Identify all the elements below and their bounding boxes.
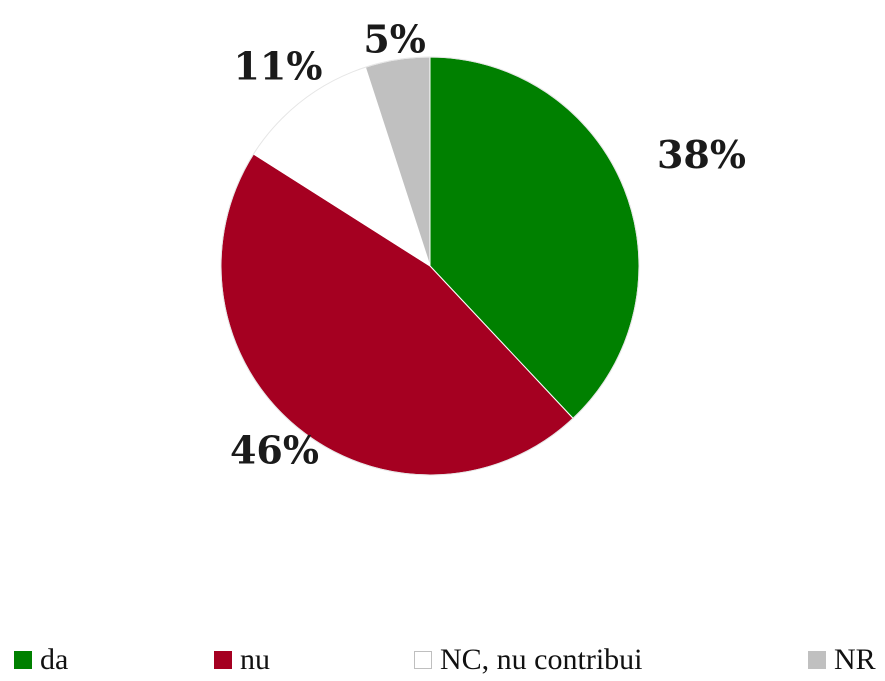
legend-item-nc: NC, nu contribui (414, 640, 643, 680)
data-label-nr: 5% (363, 16, 426, 61)
legend: da nu NC, nu contribui NR (0, 640, 885, 680)
pie-outline (220, 56, 640, 476)
legend-item-nu: nu (214, 640, 270, 680)
legend-item-nr: NR (808, 640, 876, 680)
legend-swatch-nr (808, 651, 826, 669)
legend-label-nu: nu (240, 643, 270, 676)
data-label-da: 38% (657, 132, 746, 177)
pie-slices (220, 56, 640, 476)
legend-swatch-da (14, 651, 32, 669)
legend-label-nc: NC, nu contribui (440, 643, 643, 676)
data-label-nc: 11% (233, 44, 322, 89)
legend-swatch-nu (214, 651, 232, 669)
legend-label-nr: NR (834, 643, 876, 676)
pie-data-labels: 38% 46% 11% 5% (230, 16, 746, 472)
legend-item-da: da (14, 640, 68, 680)
data-label-nu: 46% (230, 428, 319, 473)
legend-swatch-nc (414, 651, 432, 669)
legend-label-da: da (40, 643, 69, 676)
